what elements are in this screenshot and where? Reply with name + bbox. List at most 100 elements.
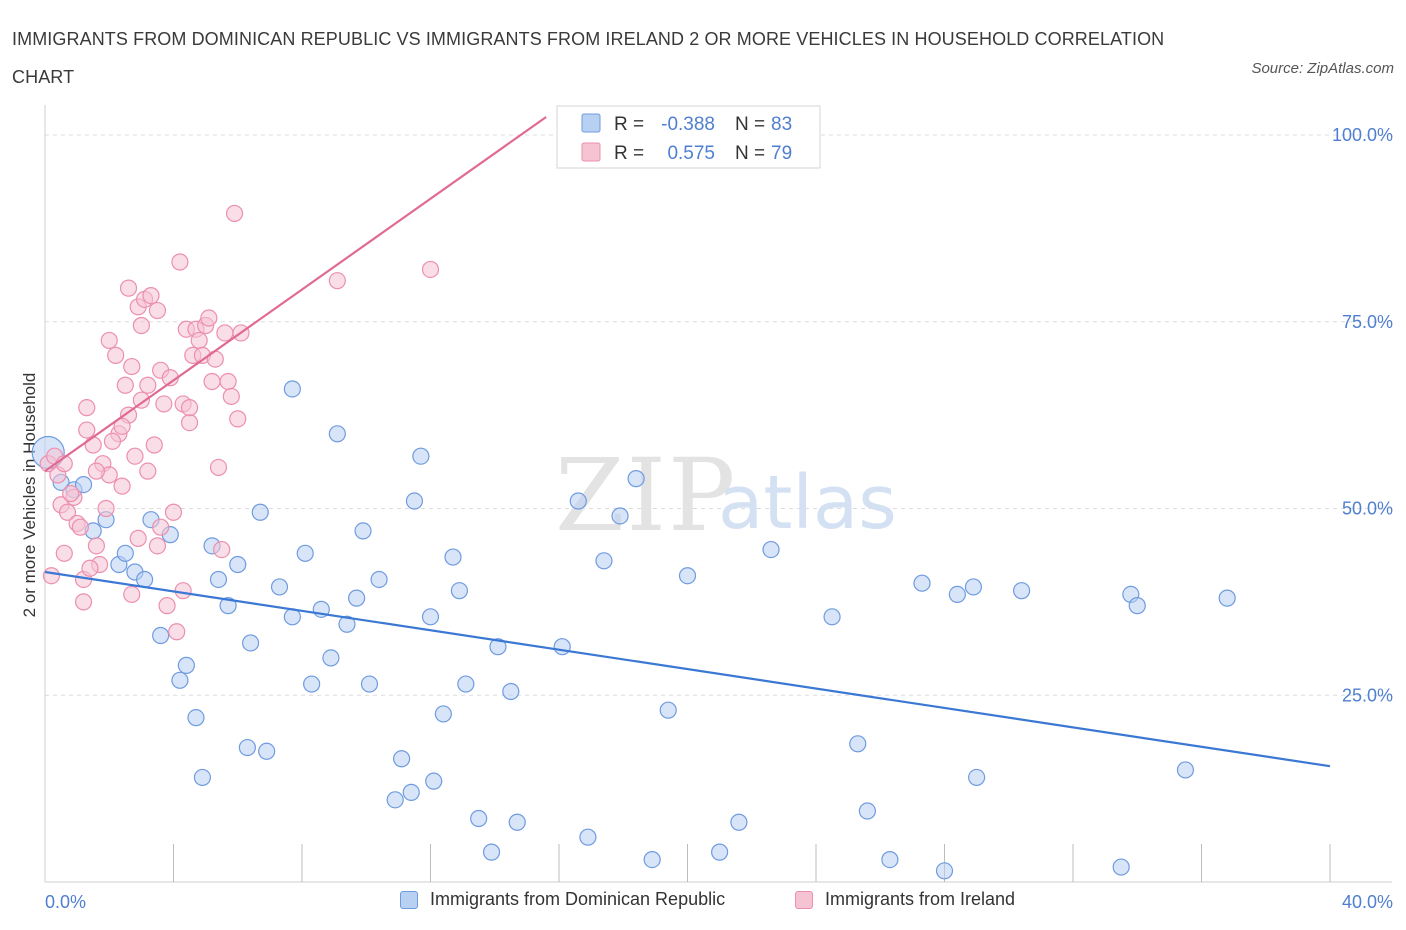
blue-point-80 (1218, 589, 1236, 607)
blue-point-44 (425, 772, 443, 790)
y-tick-labels: 100.0% 75.0% 50.0% 25.0% (1332, 125, 1393, 705)
pink-point-69 (129, 529, 147, 547)
blue-point-56 (579, 828, 597, 846)
pink-point-41 (164, 503, 183, 521)
pink-point-67 (81, 559, 99, 577)
blue-point-59 (627, 470, 645, 488)
legend-swatch-blue (581, 113, 601, 133)
legend-swatch-blue (400, 890, 418, 909)
y-tick-label-0: 100.0% (1332, 125, 1393, 145)
legend-frame (556, 105, 821, 169)
x-tick-label-1: 40.0% (1342, 892, 1393, 912)
legend-r-value-1: 0.575 (667, 143, 715, 164)
pink-point-74 (152, 518, 170, 536)
blue-point-14 (177, 656, 195, 674)
legend-swatch-pink (581, 142, 601, 162)
pink-point-26 (123, 357, 141, 376)
blue-point-67 (849, 735, 867, 753)
blue-point-15 (187, 709, 205, 727)
blue-point-75 (1012, 582, 1031, 600)
pink-point-42 (168, 623, 186, 641)
blue-point-35 (354, 522, 372, 540)
blue-point-52 (502, 682, 520, 701)
pink-point-17 (97, 499, 115, 518)
blue-point-55 (569, 492, 587, 510)
pink-point-9 (71, 518, 89, 536)
legend-r-value-0: -0.388 (661, 114, 715, 135)
pink-point-30 (132, 316, 150, 335)
pink-point-65 (421, 260, 440, 279)
series-dominican-republic (31, 380, 1236, 880)
pink-point-76 (55, 544, 73, 562)
pink-point-14 (87, 537, 106, 555)
pink-point-57 (213, 540, 231, 559)
pink-point-38 (155, 395, 173, 413)
blue-point-34 (348, 589, 366, 607)
blue-point-64 (730, 813, 748, 831)
pink-point-20 (107, 346, 125, 364)
blue-point-41 (405, 492, 424, 510)
pink-point-13 (84, 436, 102, 454)
gridlines (45, 134, 1392, 696)
legend-label-ireland: Immigrants from Ireland (825, 889, 1016, 909)
blue-point-29 (303, 675, 321, 693)
series-ireland (39, 126, 636, 641)
pink-point-70 (62, 484, 80, 503)
blue-point-47 (450, 582, 469, 600)
blue-point-69 (881, 850, 899, 869)
pink-point-6 (58, 503, 77, 521)
legend-r-label-1: R = (614, 143, 644, 164)
blue-point-7 (116, 544, 134, 562)
legend-n-label-0: N = (735, 114, 765, 135)
blue-point-24 (258, 742, 276, 760)
pink-point-39 (158, 597, 176, 615)
pink-point-54 (203, 372, 221, 391)
blue-point-45 (434, 705, 452, 723)
legend-item-ireland[interactable]: Immigrants from Ireland (795, 889, 1015, 910)
blue-point-13 (171, 671, 189, 689)
blue-point-9 (135, 570, 154, 589)
blue-point-3 (74, 475, 93, 494)
chart-title: IMMIGRANTS FROM DOMINICAN REPUBLIC VS IM… (12, 29, 1165, 87)
blue-point-21 (238, 738, 256, 757)
pink-point-35 (148, 537, 167, 555)
pink-point-73 (139, 462, 157, 480)
pink-point-34 (145, 436, 163, 454)
blue-point-66 (823, 608, 841, 626)
pink-point-29 (132, 391, 150, 409)
blue-point-19 (219, 597, 237, 615)
blue-point-46 (444, 548, 462, 566)
pink-point-68 (103, 432, 122, 450)
x-tick-label-0: 0.0% (45, 892, 86, 912)
pink-point-59 (219, 372, 237, 391)
blue-point-27 (283, 380, 301, 398)
blue-point-72 (948, 585, 966, 604)
pink-point-72 (113, 417, 131, 435)
blue-point-25 (270, 578, 289, 596)
pink-point-60 (222, 387, 240, 406)
blue-point-16 (193, 768, 212, 787)
correlation-legend: R = -0.388 N = 83 R = 0.575 N = 79 (556, 105, 821, 169)
watermark-atlas: atlas (718, 460, 897, 546)
blue-point-48 (457, 675, 475, 693)
legend-swatch-pink (795, 890, 813, 909)
pink-point-58 (216, 324, 234, 342)
legend-n-value-0: 83 (771, 114, 792, 135)
pink-point-32 (139, 376, 157, 394)
pink-point-43 (171, 253, 189, 271)
blue-point-63 (711, 843, 729, 861)
blue-point-60 (643, 850, 661, 869)
source-label: Source: ZipAtlas.com (1251, 60, 1394, 77)
pink-point-64 (328, 272, 346, 290)
blue-point-28 (296, 544, 314, 562)
blue-point-78 (1128, 597, 1146, 615)
pink-point-77 (74, 593, 93, 611)
legend-item-dominican-republic[interactable]: Immigrants from Dominican Republic (400, 889, 725, 910)
blue-point-23 (251, 503, 269, 521)
blue-point-38 (386, 791, 404, 809)
pink-point-24 (119, 279, 138, 297)
pink-point-19 (100, 331, 118, 350)
pink-point-1 (42, 567, 61, 585)
